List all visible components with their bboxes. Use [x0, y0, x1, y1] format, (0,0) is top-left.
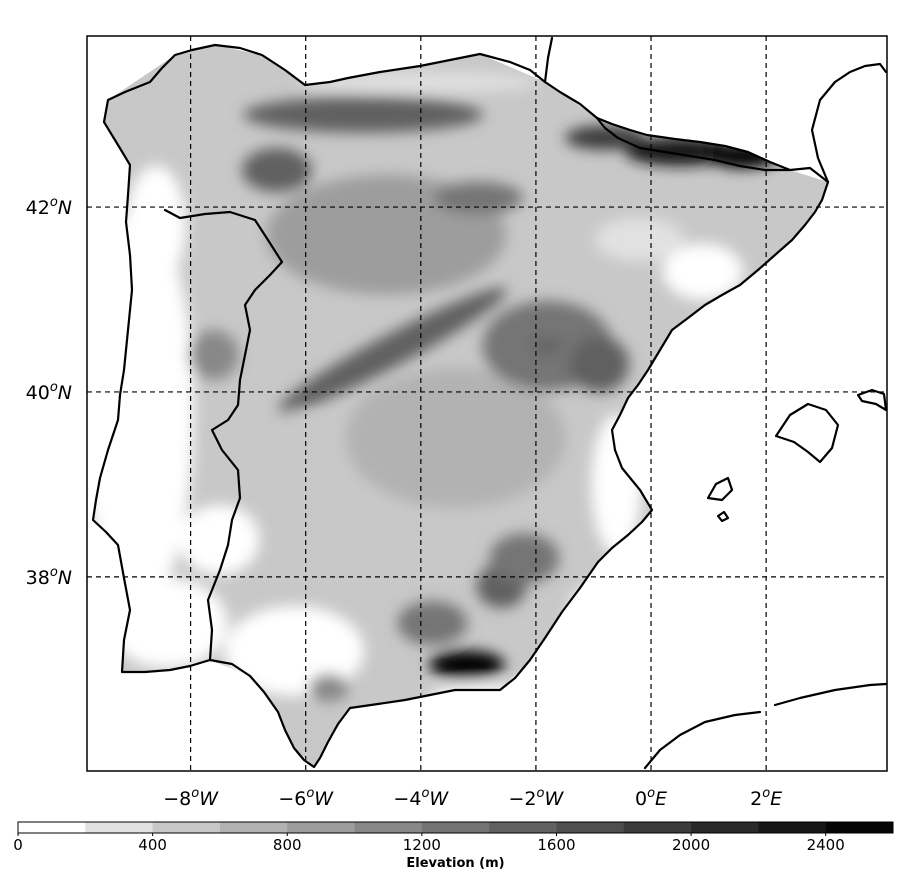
colorbar-segment: [489, 822, 557, 833]
colorbar-title: Elevation (m): [406, 856, 504, 871]
colorbar-tick-label: 0: [13, 836, 23, 854]
spain-france-border: [595, 116, 792, 172]
relief-area: [345, 368, 566, 509]
relief-area: [241, 148, 312, 193]
colorbar-segment: [825, 822, 894, 833]
mallorca-island: [774, 402, 840, 464]
lowland-area: [107, 578, 228, 669]
lowland-area: [662, 243, 743, 300]
relief-area: [433, 181, 524, 214]
longitude-label: −4oW: [393, 786, 449, 810]
relief-area: [233, 410, 344, 521]
dem-relief: [93, 72, 779, 710]
elevation-feature: [378, 227, 407, 242]
colorbar: 0 400 800 1200 1600 2000 2400 Elevation (m): [13, 821, 894, 871]
relief-area: [188, 329, 239, 380]
coastlines: [91, 36, 888, 770]
lowland-area: [179, 504, 260, 575]
lowland-area: [569, 583, 630, 644]
relief-area: [489, 533, 560, 584]
colorbar-tick-label: 1600: [537, 836, 575, 854]
relief-area: [569, 336, 630, 393]
longitude-label: −6oW: [278, 786, 334, 810]
france-coastline: [810, 62, 888, 184]
axis-labels: 42oN 40oN 38oN −8oW −6oW −4oW −2oW 0oE 2oE: [26, 195, 783, 810]
graticule: [87, 36, 887, 771]
latitude-label: 38oN: [26, 565, 72, 589]
portugal-spain-border: [163, 208, 284, 662]
elevation-feature: [378, 338, 407, 353]
colorbar-segment: [623, 822, 692, 833]
map-frame: [86, 35, 888, 772]
colorbar-segment: [354, 822, 423, 833]
north-africa-coast: [643, 682, 888, 770]
colorbar-segment: [287, 822, 356, 833]
colorbar-tick-label: 800: [273, 836, 302, 854]
lowland-area: [594, 217, 685, 262]
longitude-label: −2oW: [509, 786, 565, 810]
colorbar-tick-label: 2400: [807, 836, 845, 854]
colorbar-tick-label: 2000: [672, 836, 710, 854]
iberian-coastline: [91, 43, 830, 769]
lowland-area: [224, 605, 365, 696]
menorca-island: [856, 388, 888, 412]
latitude-label: 40oN: [26, 380, 72, 404]
colorbar-outline: [17, 821, 894, 834]
latitude-label: 42oN: [26, 195, 72, 219]
longitude-label: −8oW: [163, 786, 219, 810]
colorbar-tick-label: 400: [138, 836, 167, 854]
longitude-label: 0oE: [635, 786, 667, 810]
elevation-feature: [533, 338, 562, 353]
relief-area: [308, 673, 349, 702]
colorbar-segment: [219, 822, 288, 833]
bay-of-biscay-coast: [543, 36, 554, 84]
colorbar-segment: [18, 822, 86, 833]
colorbar-segment: [758, 822, 827, 833]
colorbar-segment: [85, 822, 154, 833]
elevation-feature: [452, 657, 481, 672]
colorbar-segment: [691, 822, 759, 833]
colorbar-tick-label: 1200: [403, 836, 441, 854]
relief-area: [397, 601, 468, 646]
lowland-area: [126, 165, 187, 286]
relief-area: [564, 125, 645, 150]
elevation-feature: [435, 440, 464, 455]
colorbar-segment: [556, 822, 625, 833]
formentera-island: [716, 510, 730, 523]
lowland-area: [429, 685, 540, 710]
longitude-label: 2oE: [750, 786, 782, 810]
elevation-feature: [706, 144, 735, 159]
colorbar-segment: [421, 822, 490, 833]
ibiza-island: [706, 476, 734, 502]
elevation-feature: [349, 107, 378, 122]
colorbar-segment: [152, 822, 221, 833]
